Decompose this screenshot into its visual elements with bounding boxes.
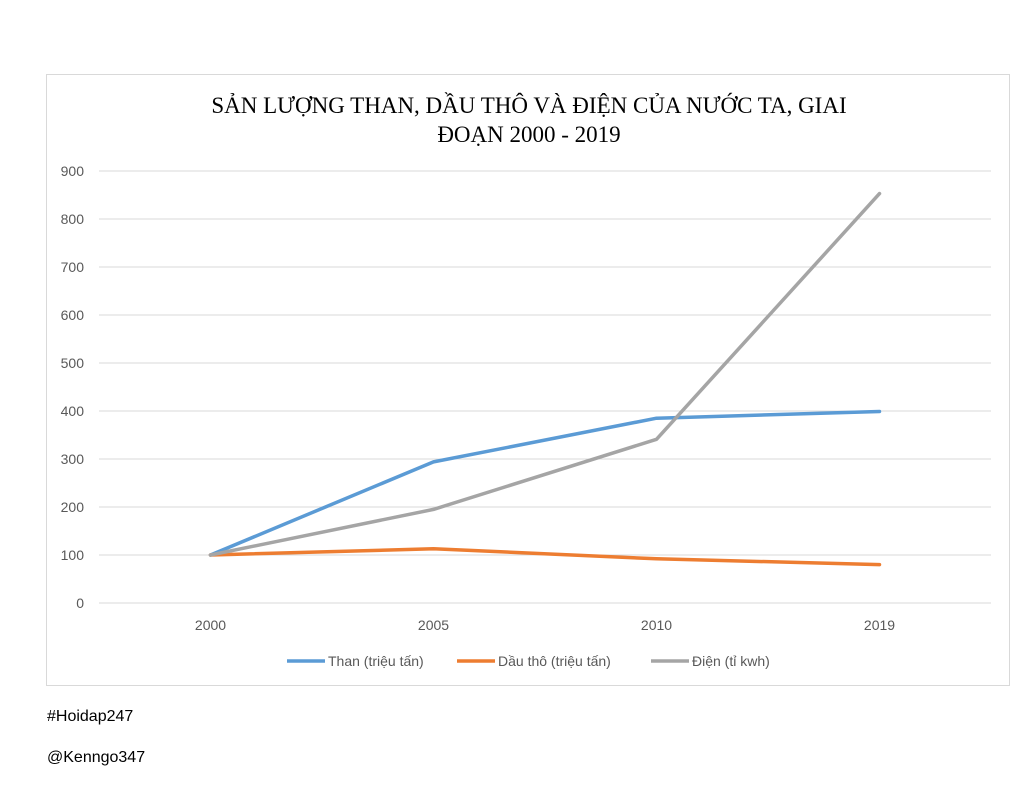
legend-label: Than (triệu tấn) <box>328 653 424 669</box>
legend-label: Điện (tỉ kwh) <box>692 653 770 669</box>
y-tick-label: 500 <box>61 355 85 371</box>
y-tick-label: 100 <box>61 547 85 563</box>
x-tick-label: 2000 <box>195 617 226 633</box>
line-chart: SẢN LƯỢNG THAN, DẦU THÔ VÀ ĐIỆN CỦA NƯỚC… <box>61 92 991 669</box>
series-line-3 <box>208 191 882 557</box>
chart-container: SẢN LƯỢNG THAN, DẦU THÔ VÀ ĐIỆN CỦA NƯỚC… <box>46 74 1010 686</box>
y-tick-label: 700 <box>61 259 85 275</box>
hashtag-text: #Hoidap247 <box>47 708 134 725</box>
y-tick-label: 0 <box>76 595 84 611</box>
y-tick-label: 800 <box>61 211 85 227</box>
x-tick-label: 2005 <box>418 617 449 633</box>
chart-title-line-2: ĐOẠN 2000 - 2019 <box>437 122 620 147</box>
y-tick-label: 900 <box>61 163 85 179</box>
y-tick-label: 300 <box>61 451 85 467</box>
x-tick-label: 2019 <box>864 617 895 633</box>
y-tick-label: 600 <box>61 307 85 323</box>
author-text: @Kenngo347 <box>47 749 146 766</box>
y-tick-label: 400 <box>61 403 85 419</box>
legend-label: Dầu thô (triệu tấn) <box>498 653 611 669</box>
series-line-2 <box>208 547 882 567</box>
chart-title-line-1: SẢN LƯỢNG THAN, DẦU THÔ VÀ ĐIỆN CỦA NƯỚC… <box>211 92 846 118</box>
x-tick-label: 2010 <box>641 617 672 633</box>
y-tick-label: 200 <box>61 499 85 515</box>
series-line-1 <box>208 409 882 557</box>
